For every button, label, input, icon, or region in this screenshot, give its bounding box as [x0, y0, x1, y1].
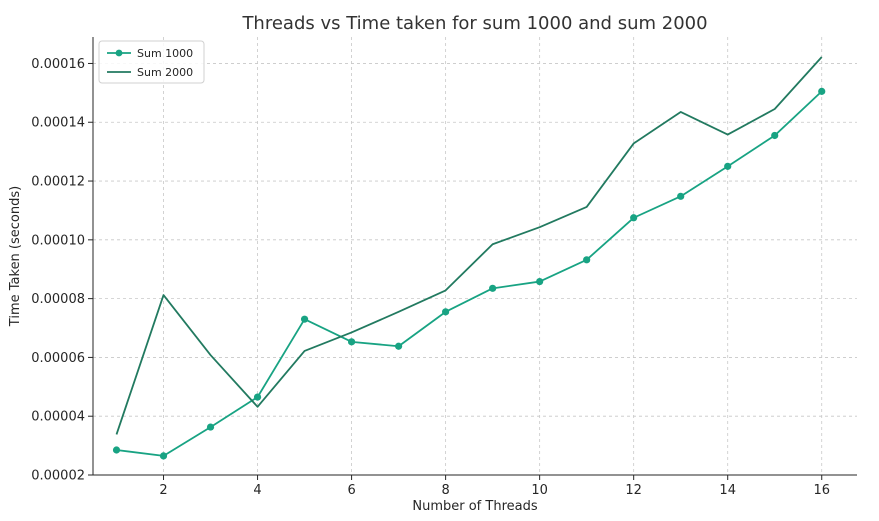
- data-point-sum-1000: [347, 338, 356, 346]
- y-tick-label: 0.00008: [31, 292, 85, 307]
- legend: Sum 1000 Sum 2000: [98, 40, 205, 84]
- data-point-sum-1000: [253, 393, 262, 401]
- data-point-sum-1000: [818, 87, 826, 95]
- data-point-sum-1000: [112, 446, 121, 454]
- y-tick-label: 0.00016: [31, 57, 85, 72]
- y-axis-label: Time Taken (seconds): [8, 186, 23, 327]
- data-point-sum-1000: [630, 214, 638, 222]
- y-tick-label: 0.00006: [31, 351, 85, 366]
- series: [112, 56, 826, 460]
- legend-label-sum-1000: Sum 1000: [137, 47, 193, 60]
- data-point-sum-1000: [771, 131, 779, 140]
- series-line-sum-1000: [116, 90, 823, 457]
- x-ticks: 2 4 6 8 10 12 14 16: [159, 475, 830, 498]
- data-point-sum-1000: [583, 256, 591, 264]
- y-tick-label: 0.00012: [31, 175, 85, 190]
- data-point-sum-1000: [489, 284, 497, 292]
- grid: [93, 37, 857, 476]
- x-tick-label: 2: [159, 483, 167, 498]
- x-axis-label: Number of Threads: [412, 499, 537, 514]
- legend-label-sum-2000: Sum 2000: [137, 66, 193, 79]
- x-tick-label: 10: [531, 483, 548, 498]
- chart-title: Threads vs Time taken for sum 1000 and s…: [241, 13, 707, 34]
- data-point-sum-1000: [442, 308, 450, 316]
- data-point-sum-1000: [159, 452, 168, 460]
- x-tick-label: 14: [719, 483, 736, 498]
- series-line-sum-2000: [115, 56, 823, 435]
- y-tick-label: 0.00010: [31, 233, 85, 248]
- data-point-sum-1000: [206, 423, 215, 431]
- data-point-sum-1000: [677, 192, 685, 200]
- y-tick-label: 0.00002: [31, 469, 85, 484]
- data-point-sum-1000: [724, 162, 732, 170]
- data-point-sum-1000: [395, 342, 403, 350]
- data-point-sum-1000: [300, 315, 309, 323]
- y-ticks: 0.00002 0.00004 0.00006 0.00008 0.00010 0.000…: [31, 57, 93, 484]
- x-tick-label: 12: [625, 483, 642, 498]
- axes: [92, 37, 857, 476]
- data-point-sum-1000: [536, 277, 544, 286]
- x-tick-label: 16: [813, 483, 830, 498]
- y-tick-label: 0.00014: [31, 116, 85, 131]
- x-tick-label: 4: [253, 483, 261, 498]
- legend-marker-sum-1000: [115, 49, 123, 57]
- y-tick-label: 0.00004: [31, 410, 85, 425]
- x-tick-label: 6: [347, 483, 355, 498]
- x-tick-label: 8: [441, 483, 449, 498]
